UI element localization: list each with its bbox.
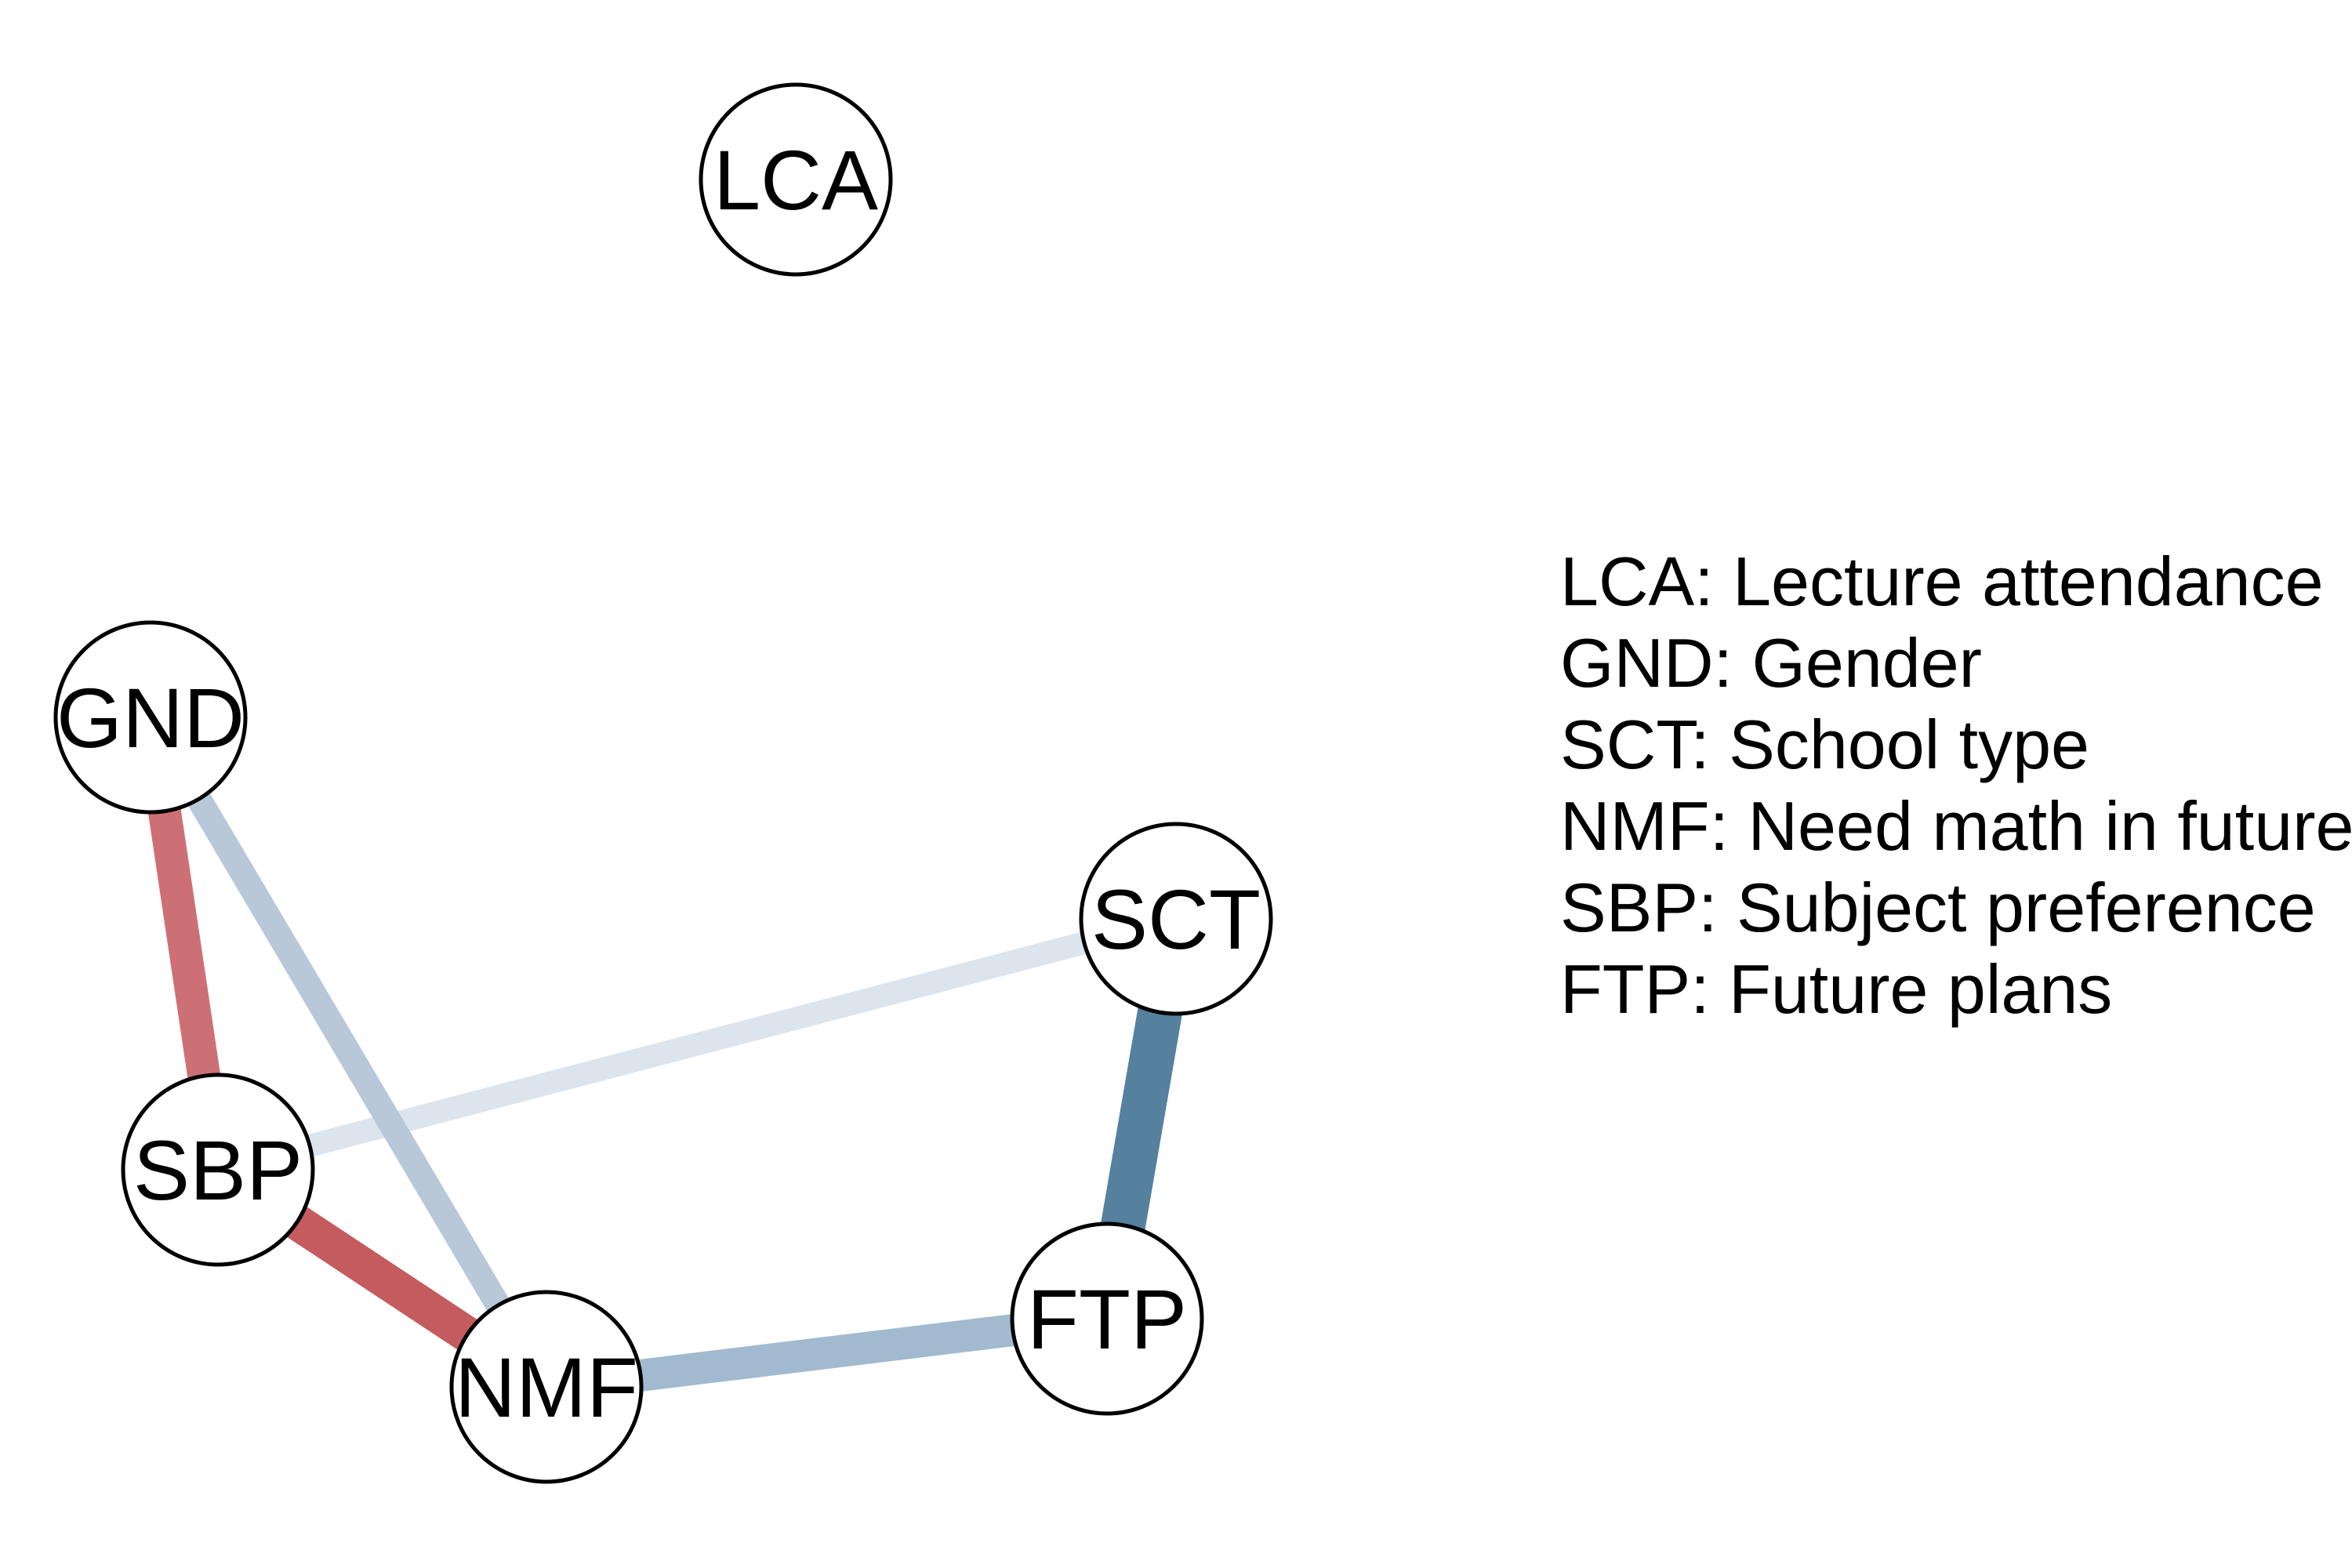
- node-label-SBP: SBP: [133, 1123, 303, 1218]
- node-circle-SBP: [121, 1073, 315, 1267]
- legend-line-4: SBP: Subject preference: [1560, 869, 2316, 946]
- node-NMF: NMF: [449, 1290, 644, 1484]
- node-circle-LCA: [699, 82, 893, 277]
- node-label-SCT: SCT: [1091, 872, 1261, 967]
- node-circle-FTP: [1010, 1221, 1204, 1416]
- node-circle-GND: [53, 620, 248, 815]
- node-circle-SCT: [1079, 822, 1273, 1016]
- legend-line-3: NMF: Need math in future: [1560, 787, 2352, 865]
- node-label-NMF: NMF: [455, 1340, 638, 1435]
- legend-line-5: FTP: Future plans: [1560, 950, 2112, 1028]
- edge-GND-NMF: [140, 710, 557, 1394]
- edge-SBP-SCT: [215, 907, 1179, 1181]
- node-circle-NMF: [449, 1290, 644, 1484]
- node-SCT: SCT: [1079, 822, 1273, 1016]
- node-SBP: SBP: [121, 1073, 315, 1267]
- node-LCA: LCA: [699, 82, 893, 277]
- node-GND: GND: [53, 620, 248, 815]
- node-label-GND: GND: [56, 670, 245, 765]
- node-FTP: FTP: [1010, 1221, 1204, 1416]
- legend-line-0: LCA: Lecture attendance: [1560, 543, 2324, 620]
- legend-line-2: SCT: School type: [1560, 706, 2089, 783]
- node-label-LCA: LCA: [713, 132, 878, 227]
- nodes-layer: LCA GND SBP NMF FTP SCT: [53, 82, 1273, 1484]
- legend-line-1: GND: Gender: [1560, 624, 1982, 702]
- node-label-FTP: FTP: [1027, 1272, 1187, 1367]
